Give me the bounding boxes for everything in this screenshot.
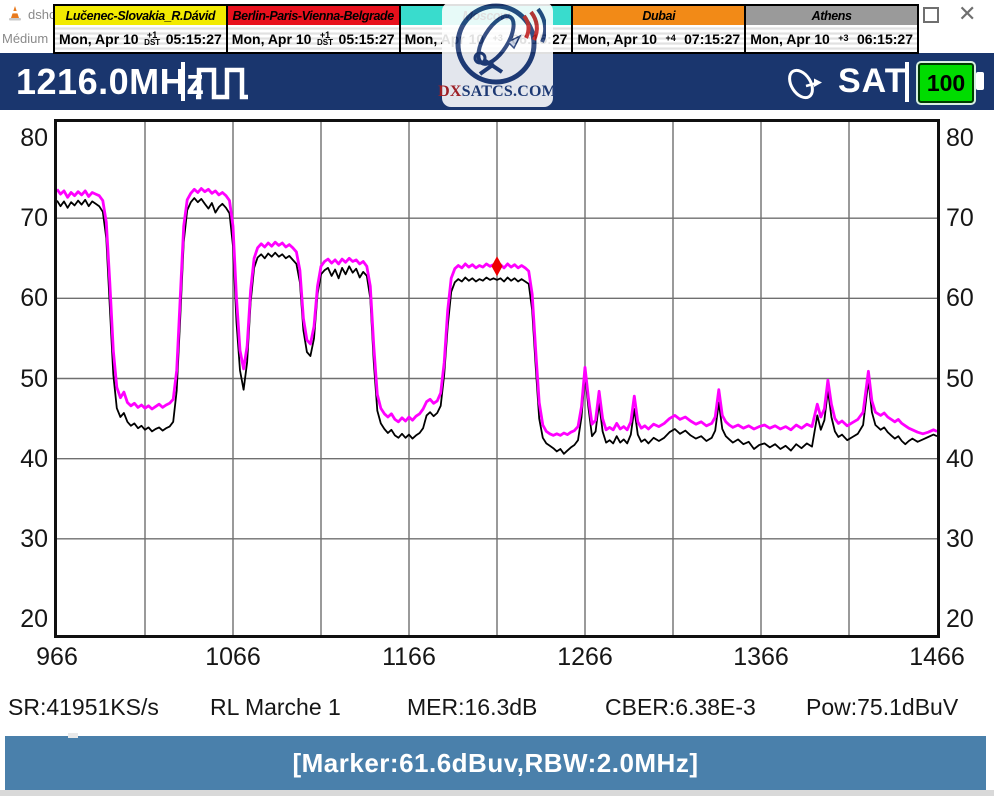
spectrum-plot-svg (55, 122, 938, 635)
clock-cell-dubai: Dubai Mon, Apr 10 +4 07:15:27 (573, 6, 747, 52)
battery-percent: 100 (926, 69, 966, 96)
square-wave-icon (196, 67, 248, 100)
y-axis-tick-label-left: 40 (20, 444, 48, 473)
satellite-dish-icon (788, 68, 822, 100)
spectrum-plot-frame (54, 119, 940, 638)
y-axis-tick-label-right: 50 (946, 364, 974, 393)
clock-time: 07:15:27 (684, 30, 741, 47)
status-rl-marche: RL Marche 1 (210, 694, 341, 720)
clock-time: 06:15:27 (856, 30, 913, 47)
y-axis-tick-label-left: 60 (20, 284, 48, 313)
reference-trace (56, 197, 938, 455)
vlc-media-label: Médium (2, 31, 49, 46)
marker-info-bar: [Marker:61.6dBuv,RBW:2.0MHz] (5, 736, 986, 791)
y-axis-tick-label-right: 70 (946, 204, 974, 233)
clock-date: Mon, Apr 10 (577, 30, 657, 47)
seek-handle[interactable] (68, 733, 78, 738)
divider (181, 62, 185, 101)
clock-date: Mon, Apr 10 (750, 30, 830, 47)
battery-icon: 100 (918, 63, 974, 103)
clock-cell-lucenec: Lučenec-Slovakia_R.Dávid Mon, Apr 10 +1 D… (55, 6, 228, 52)
maximize-icon[interactable] (923, 7, 939, 23)
y-axis-tick-label-left: 20 (20, 604, 48, 633)
status-cber: CBER:6.38E-3 (605, 694, 756, 720)
clock-time-row: Mon, Apr 10 +1 DST 05:15:27 (227, 25, 399, 52)
sat-mode-label: SAT (838, 62, 907, 100)
dxsatcs-logo: DXSATCS.COM (438, 2, 557, 107)
y-axis-tick-label-left: 70 (20, 204, 48, 233)
divider (905, 62, 909, 102)
clock-time: 05:15:27 (338, 30, 395, 47)
clock-date: Mon, Apr 10 (59, 30, 139, 47)
utc-offset: +3 (838, 33, 849, 43)
clock-time-row: Mon, Apr 10 +1 DST 05:15:27 (55, 25, 226, 52)
clock-date: Mon, Apr 10 (231, 30, 312, 47)
battery-nub (976, 72, 984, 90)
x-axis-tick-label: 1066 (205, 643, 261, 671)
x-axis-tick-label: 1166 (382, 643, 436, 671)
marker-info-text: [Marker:61.6dBuv,RBW:2.0MHz] (292, 747, 699, 778)
y-axis-tick-label-left: 30 (20, 524, 48, 553)
clock-time: 05:15:27 (165, 30, 222, 47)
vlc-cone-icon (9, 6, 21, 21)
clock-city-label: Berlin-Paris-Vienna-Belgrade (227, 6, 399, 25)
clock-city-label: Lučenec-Slovakia_R.Dávid (55, 6, 226, 25)
status-mer: MER:16.3dB (407, 694, 538, 720)
clock-cell-berlin: Berlin-Paris-Vienna-Belgrade Mon, Apr 10… (227, 6, 401, 52)
y-axis-tick-label-right: 60 (946, 284, 974, 313)
y-axis-tick-label-right: 80 (946, 124, 974, 153)
status-symbol-rate: SR:41951KS/s (8, 694, 159, 720)
y-axis-tick-label-right: 40 (946, 444, 974, 473)
x-axis-tick-label: 966 (36, 643, 78, 671)
clock-city-label: Athens (746, 6, 917, 25)
clock-cell-athens: Athens Mon, Apr 10 +3 06:15:27 (746, 6, 917, 52)
y-axis-tick-label-right: 30 (946, 524, 974, 553)
x-axis-tick-label: 1366 (733, 643, 789, 671)
vlc-bottom-strip (0, 790, 994, 796)
utc-offset: +1 DST (316, 29, 333, 47)
utc-offset: +1 DST (144, 29, 161, 47)
frequency-readout: 1216.0MHz (16, 61, 205, 102)
x-axis-tick-label: 1266 (557, 643, 613, 671)
clock-time-row: Mon, Apr 10 +4 07:15:27 (573, 25, 745, 52)
clock-time-row: Mon, Apr 10 +3 06:15:27 (746, 25, 917, 52)
status-power: Pow:75.1dBuV (806, 694, 959, 720)
clock-city-label: Dubai (573, 6, 745, 25)
marker-diamond-icon (491, 256, 503, 277)
y-axis-tick-label-left: 80 (20, 124, 48, 153)
x-axis-tick-label: 1466 (909, 643, 965, 671)
close-icon[interactable]: ✕ (958, 1, 977, 26)
y-axis-tick-label-right: 20 (946, 604, 974, 633)
y-axis-tick-label-left: 50 (20, 364, 48, 393)
utc-offset: +4 (665, 33, 676, 43)
dxsatcs-logo-graphic (455, 3, 546, 85)
live-trace (55, 187, 938, 437)
dxsatcs-logo-text: DXSATCS.COM (438, 83, 557, 100)
